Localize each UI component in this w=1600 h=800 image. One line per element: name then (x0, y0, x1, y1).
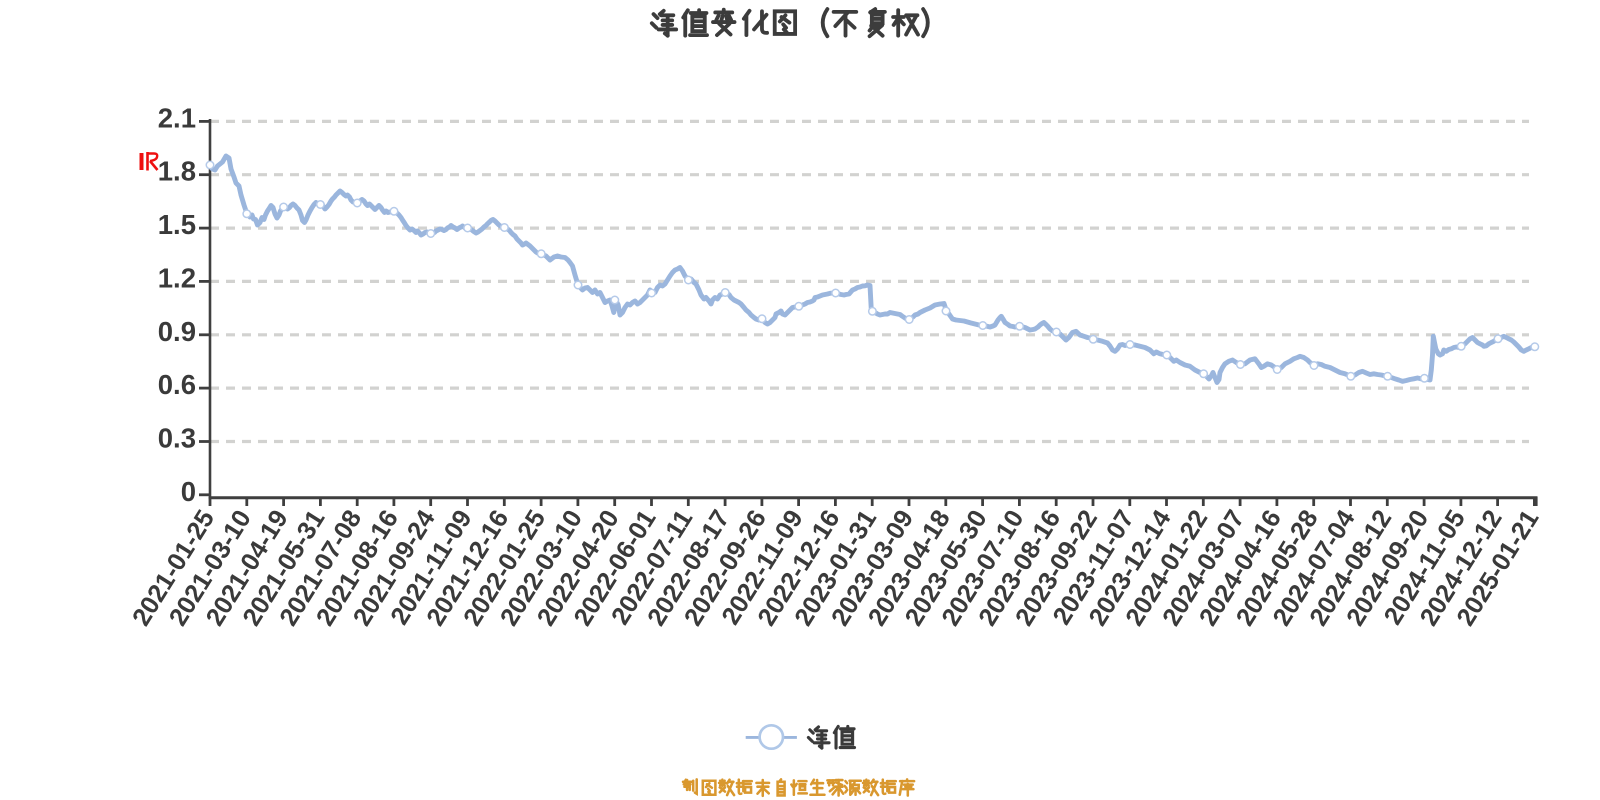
svg-text:2.1: 2.1 (158, 102, 196, 133)
svg-text:0: 0 (181, 476, 196, 507)
svg-text:0.3: 0.3 (158, 423, 196, 454)
svg-text:0.9: 0.9 (158, 316, 196, 347)
svg-text:1.5: 1.5 (158, 209, 196, 240)
svg-text:1.2: 1.2 (158, 262, 196, 293)
svg-text:1.8: 1.8 (158, 156, 196, 187)
svg-text:0.6: 0.6 (158, 369, 196, 400)
